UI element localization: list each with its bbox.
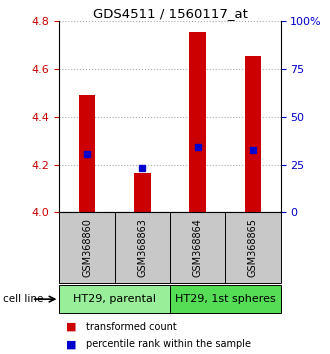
Text: GSM368860: GSM368860 xyxy=(82,218,92,277)
Text: HT29, parental: HT29, parental xyxy=(73,294,156,304)
Bar xyxy=(115,212,170,283)
Bar xyxy=(79,95,95,212)
Text: GSM368865: GSM368865 xyxy=(248,218,258,277)
Bar xyxy=(245,56,261,212)
Text: HT29, 1st spheres: HT29, 1st spheres xyxy=(175,294,276,304)
Text: GSM368864: GSM368864 xyxy=(193,218,203,277)
Text: cell line: cell line xyxy=(3,294,44,304)
Text: percentile rank within the sample: percentile rank within the sample xyxy=(86,339,251,349)
Bar xyxy=(189,32,206,212)
Text: ■: ■ xyxy=(66,322,77,332)
Bar xyxy=(225,212,280,283)
Bar xyxy=(170,212,225,283)
Bar xyxy=(170,285,280,314)
Bar xyxy=(134,173,150,212)
Text: GSM368863: GSM368863 xyxy=(137,218,147,277)
Title: GDS4511 / 1560117_at: GDS4511 / 1560117_at xyxy=(92,7,248,20)
Text: ■: ■ xyxy=(66,339,77,349)
Text: transformed count: transformed count xyxy=(86,322,177,332)
Bar xyxy=(59,285,170,314)
Bar xyxy=(59,212,115,283)
